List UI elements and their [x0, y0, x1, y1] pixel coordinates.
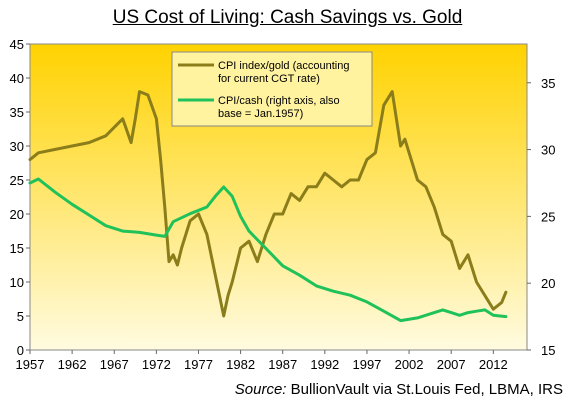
x-tick-label: 1962 [58, 357, 87, 372]
series-group [28, 90, 508, 323]
series-line-gold [28, 90, 508, 318]
y-left-tick-label: 45 [10, 37, 24, 52]
y-left-tick-label: 5 [17, 309, 24, 324]
x-tick-label: 1982 [226, 357, 255, 372]
y-left-tick-label: 30 [10, 139, 24, 154]
axes: 1957 1962 1967 1972 1977 1982 1987 1992 1997 2002… [10, 37, 556, 372]
series-line-cash [28, 177, 508, 323]
x-tick-label: 1972 [142, 357, 171, 372]
x-tick-label: 1977 [184, 357, 213, 372]
x-tick-label: 1987 [268, 357, 297, 372]
legend-label-cash-line1: CPI/cash (right axis, also [218, 95, 340, 107]
x-tick-label: 1957 [16, 357, 45, 372]
x-tick-label: 1997 [352, 357, 381, 372]
legend-label-cash-line2: base = Jan.1957) [218, 108, 303, 120]
y-left-tick-label: 20 [10, 207, 24, 222]
y-right-tick-label: 15 [541, 343, 555, 358]
x-tick-label: 2012 [479, 357, 508, 372]
legend: CPI index/gold (accounting for current C… [171, 51, 373, 127]
x-tick-label: 2007 [437, 357, 466, 372]
plot-area [29, 43, 528, 351]
x-tick-label: 1967 [100, 357, 129, 372]
source-text: BullionVault via St.Louis Fed, LBMA, IRS [286, 381, 563, 398]
legend-label-gold-line1: CPI index/gold (accounting [218, 60, 349, 72]
y-right-tick-label: 20 [541, 276, 555, 291]
y-left-tick-label: 35 [10, 105, 24, 120]
y-left-tick-label: 15 [10, 241, 24, 256]
y-right-tick-label: 30 [541, 143, 555, 158]
y-left-tick-label: 40 [10, 71, 24, 86]
x-tick-label: 2002 [395, 357, 424, 372]
y-left-tick-label: 0 [17, 343, 24, 358]
source-note: Source: BullionVault via St.Louis Fed, L… [235, 381, 563, 398]
chart-title: US Cost of Living: Cash Savings vs. Gold [112, 7, 463, 28]
x-tick-label: 1992 [310, 357, 339, 372]
source-prefix: Source: [234, 381, 287, 398]
legend-label-gold-line2: for current CGT rate) [218, 73, 320, 85]
y-left-tick-label: 25 [10, 173, 24, 188]
y-right-tick-label: 25 [541, 209, 555, 224]
y-left-tick-label: 10 [10, 275, 24, 290]
y-right-tick-label: 35 [541, 76, 555, 91]
